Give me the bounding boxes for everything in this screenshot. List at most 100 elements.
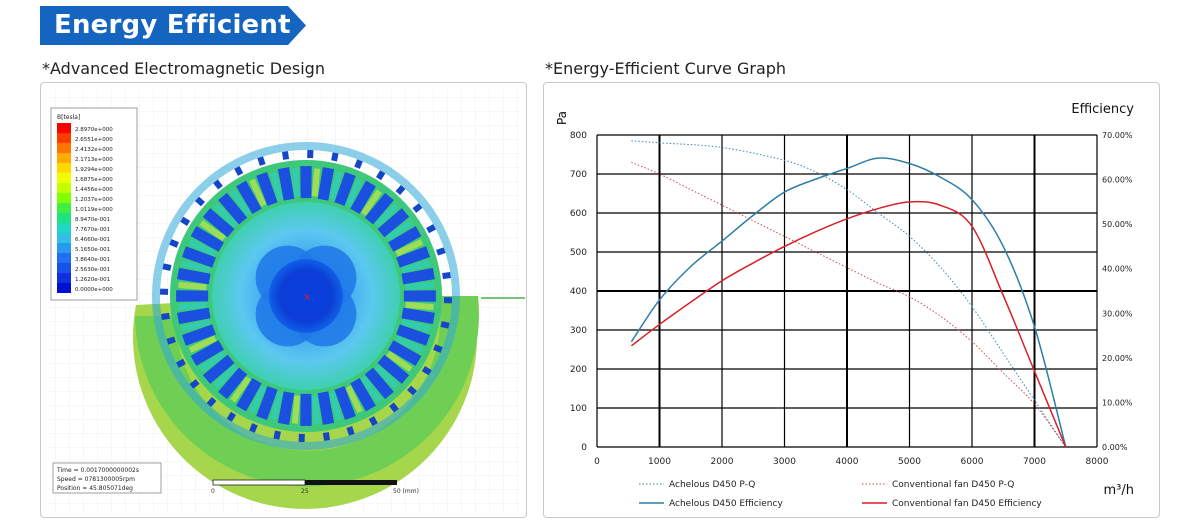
stator-slot <box>176 290 209 302</box>
series-line-4 <box>630 200 1067 448</box>
stator-slot <box>377 208 410 238</box>
stator-outer-slot <box>282 151 290 160</box>
info-position: Position = 45.805071deg <box>57 485 133 492</box>
stator-outer-slot <box>368 416 378 426</box>
stator-outer-slot <box>226 411 236 422</box>
legend-value: 1.9294e+000 <box>75 167 113 173</box>
x-tick-label: 2000 <box>711 457 734 467</box>
y-tick-label-left: 200 <box>570 365 587 375</box>
stator-slot <box>300 393 312 426</box>
x-axis-label: m³/h <box>1104 483 1135 498</box>
legend-value: 2.4132e+000 <box>75 147 113 153</box>
stator-outer-slot <box>354 159 363 169</box>
stator-slot <box>377 354 410 384</box>
info-time: Time = 0.0017000000002s <box>56 467 139 474</box>
x-tick-label: 8000 <box>1086 457 1109 467</box>
y-tick-label-right: 30.00% <box>1102 309 1133 318</box>
stator-slot <box>300 166 312 199</box>
y-tick-label-right: 20.00% <box>1102 354 1133 363</box>
legend-value: 1.2620e-001 <box>75 277 110 283</box>
scale-label-0: 0 <box>211 488 215 495</box>
legend-value: 8.9470e-001 <box>75 217 110 223</box>
banner-shape <box>40 6 306 45</box>
left-panel-caption: *Advanced Electromagnetic Design <box>42 59 325 78</box>
series-line-1 <box>631 140 1067 448</box>
stator-outer-slot <box>331 152 339 162</box>
stator-outer-slot <box>298 433 305 443</box>
stator-outer-slot <box>195 196 205 207</box>
legend-swatch <box>57 163 71 173</box>
stator-slot <box>334 386 356 420</box>
legend-swatch <box>57 123 71 133</box>
simulation-info-box <box>52 462 162 494</box>
scale-bar: 0 25 50 (mm) <box>211 479 419 495</box>
stator-slot <box>177 307 211 325</box>
banner-background <box>40 6 306 45</box>
legend-swatch <box>57 143 71 153</box>
legend-swatch <box>57 173 71 183</box>
stator-outer-slot <box>180 216 191 226</box>
stator-outer-slot <box>440 321 450 329</box>
x-tick-label: 5000 <box>898 457 921 467</box>
stator-outer-slot <box>176 358 186 368</box>
stator-slot <box>236 180 262 214</box>
y-tick-label-left: 300 <box>570 326 587 336</box>
legend-swatch <box>57 273 71 283</box>
y-axis-right-label: Efficiency <box>1071 102 1134 117</box>
legend-value: 1.2037e+000 <box>75 197 113 203</box>
legend-swatch <box>57 203 71 213</box>
stator-slot <box>182 324 216 346</box>
legend-value: 7.7670e-001 <box>75 227 110 233</box>
legend-value: 0.0000e+000 <box>75 287 113 293</box>
y-tick-label-left: 800 <box>570 131 587 141</box>
legend-swatch <box>57 233 71 243</box>
scale-label-50: 50 (mm) <box>393 488 419 495</box>
y-tick-label-right: 50.00% <box>1102 220 1133 229</box>
series-line-3 <box>630 157 1067 448</box>
y-tick-label-right: 60.00% <box>1102 176 1133 185</box>
stator-outer-slot <box>433 344 443 353</box>
y-tick-label-right: 10.00% <box>1102 398 1133 407</box>
legend-value: 6.4660e-001 <box>75 237 110 243</box>
section-banner: Energy Efficient <box>40 6 306 45</box>
y-axis-left-label: Pa <box>555 111 569 125</box>
stator-outer-slot <box>346 426 355 436</box>
legend-value: 1.4456e+000 <box>75 187 113 193</box>
stator-slot <box>317 391 335 425</box>
stator-slot <box>364 192 394 225</box>
stator-slot <box>202 354 235 384</box>
stator-outer-slot <box>161 312 170 320</box>
stator-outer-slot <box>322 432 330 441</box>
legend-swatch <box>57 263 71 273</box>
electromagnetic-simulation-image: × B[tesla] 2.8970e+000 2.6551e+000 2.4132e… <box>47 89 525 513</box>
legend-swatch <box>57 193 71 203</box>
stator-slot <box>182 246 216 268</box>
chart-legend: Achelous D450 P-Q Conventional fan D450 P… <box>639 480 1042 509</box>
legend-swatch <box>57 243 71 253</box>
stator-outer-slot <box>166 336 176 345</box>
electromagnetic-design-panel: × B[tesla] 2.8970e+000 2.6551e+000 2.4132e… <box>40 82 527 518</box>
stator-slot <box>388 226 422 252</box>
efficiency-curve-chart: 0 1000 2000 3000 4000 5000 6000 7000 8000 0 100 200… <box>555 102 1135 509</box>
legend-swatch <box>57 133 71 143</box>
x-tick-label: 6000 <box>961 457 984 467</box>
stator-slot <box>396 246 430 268</box>
y-tick-label-right: 0.00% <box>1102 443 1128 452</box>
stator-slot <box>401 307 435 325</box>
stator-outer-slot <box>426 224 436 234</box>
x-tick-label: 7000 <box>1023 457 1046 467</box>
legend-label: Achelous D450 P-Q <box>669 480 755 490</box>
x-tick-label: 3000 <box>773 457 796 467</box>
legend-value: 2.8970e+000 <box>75 127 113 133</box>
legend-swatch <box>57 283 71 293</box>
legend-value: 1.0119e+000 <box>75 207 113 213</box>
motor-cross-section: × <box>133 142 479 509</box>
x-tick-label: 0 <box>594 457 600 467</box>
stator-yoke <box>135 296 479 487</box>
stator-slot <box>236 378 262 412</box>
legend-value: 2.6551e+000 <box>75 137 113 143</box>
stator-outer-slot <box>234 166 244 176</box>
y-tick-label-left: 600 <box>570 209 587 219</box>
stator-outer-slot <box>249 423 258 433</box>
stator-outer-slot <box>213 179 223 190</box>
